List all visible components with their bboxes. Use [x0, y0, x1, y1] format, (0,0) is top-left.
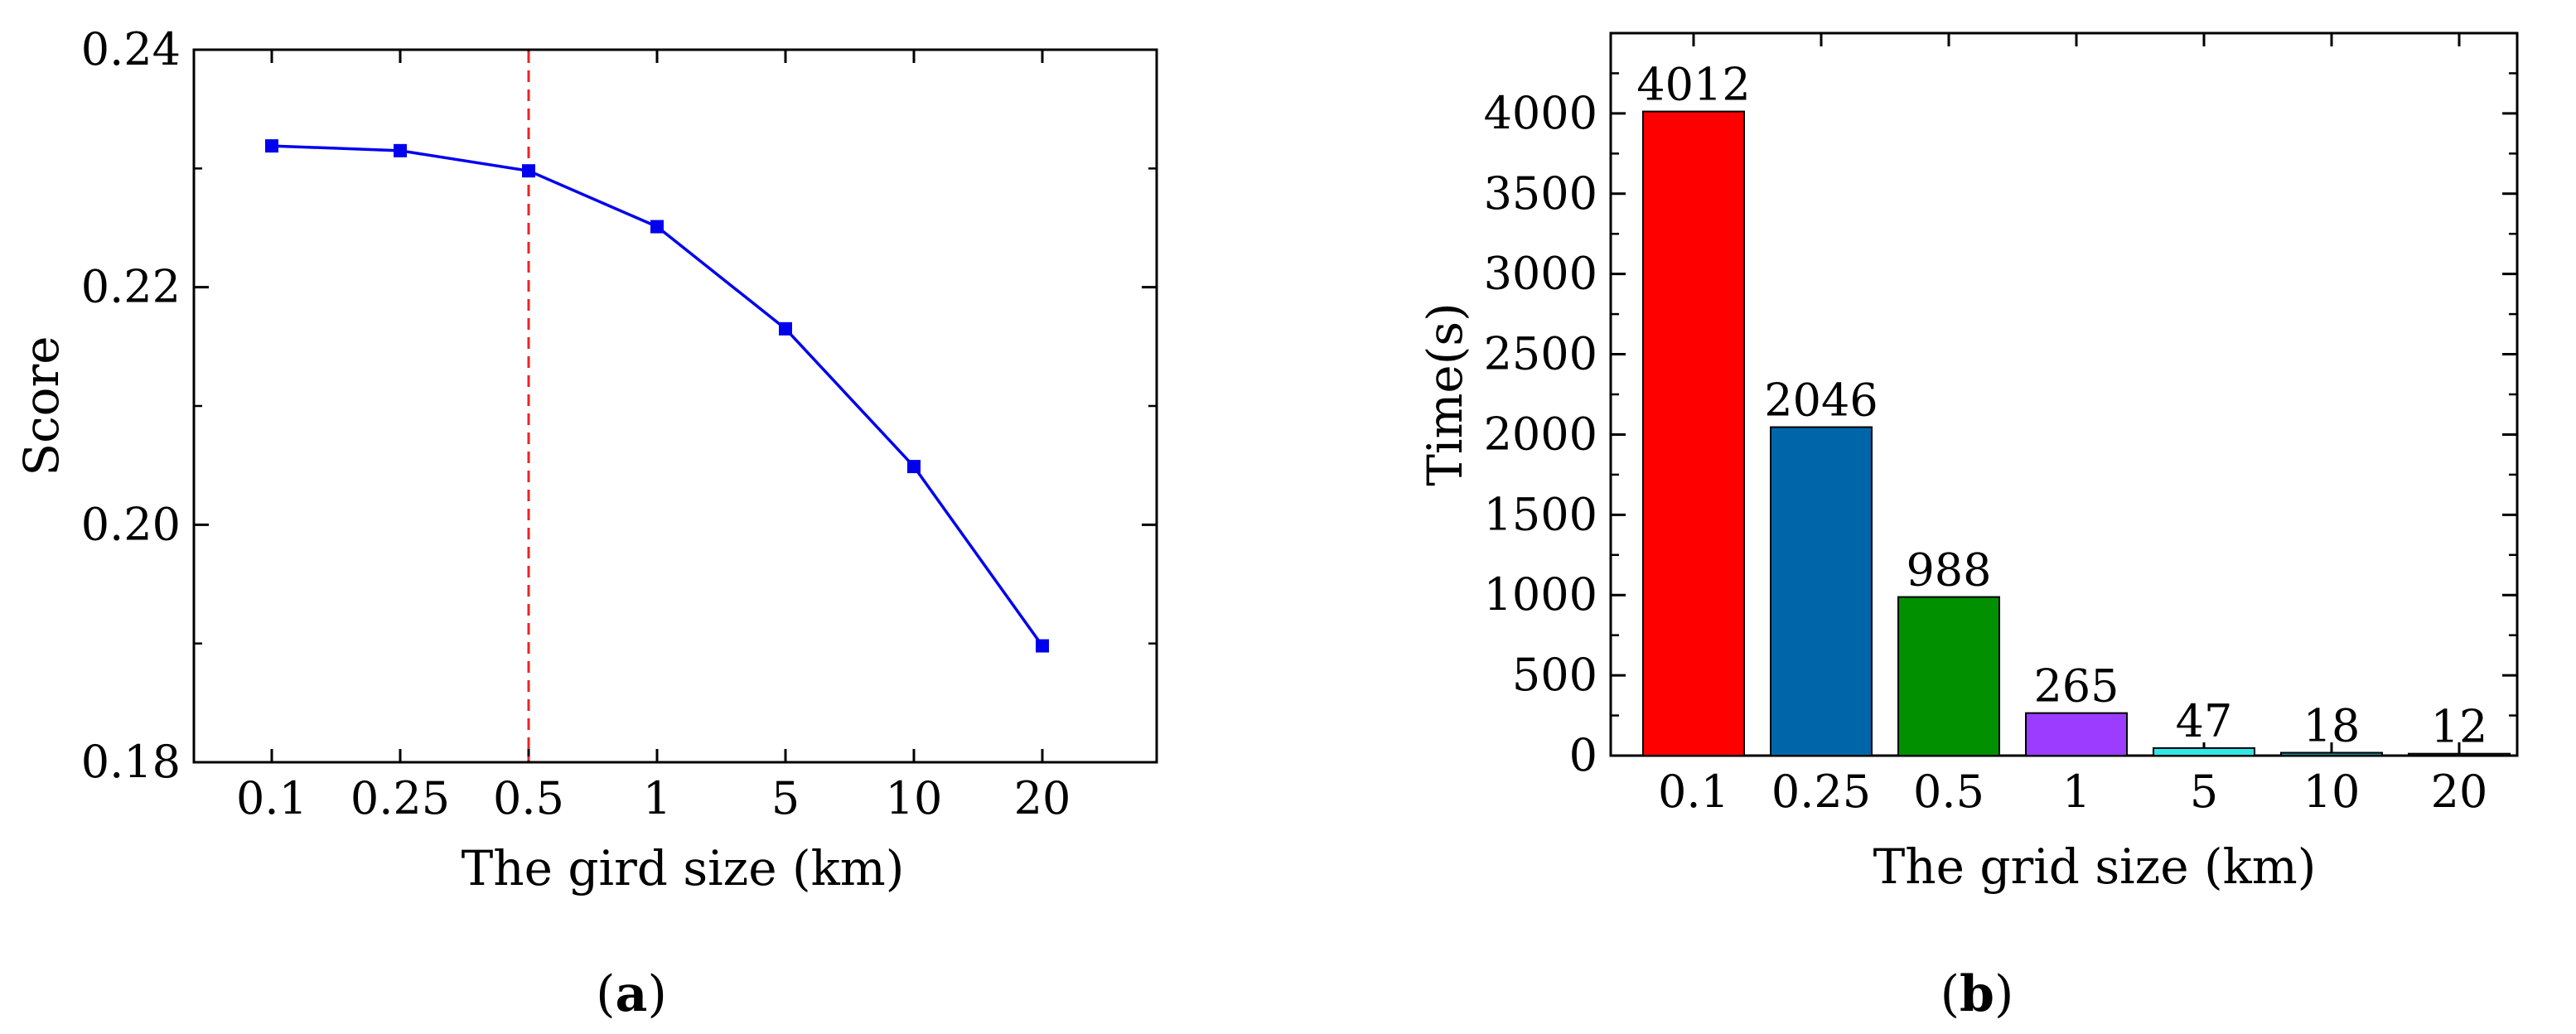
panel-a-data-point: [779, 321, 792, 336]
panel-b-bar-value-label: 4012: [1636, 59, 1750, 111]
panel-b-x-tick-label: 20: [2431, 766, 2488, 818]
panel-a-x-tick-label: 20: [1014, 772, 1071, 824]
panel-a-x-tick-label: 0.5: [493, 772, 564, 824]
panel-a-y-tick-label: 0.22: [81, 261, 181, 313]
panel-a-x-tick-label: 1: [643, 772, 671, 824]
panel-b-y-tick-label: 1000: [1484, 568, 1597, 621]
panel-a-data-point: [522, 164, 535, 178]
panel-b-y-tick-label: 2000: [1484, 408, 1597, 460]
panel-a-x-axis-title: The gird size (km): [462, 840, 905, 896]
panel-a-data-point: [394, 143, 407, 157]
panel-a-data-point: [907, 460, 921, 474]
panel-b-bar: [2408, 752, 2511, 757]
panel-b-x-tick-label: 0.5: [1913, 766, 1984, 818]
panel-a-data-point: [650, 220, 664, 234]
panel-b-bar-value-label: 12: [2431, 701, 2488, 753]
panel-a-caption: (a): [596, 965, 667, 1023]
panel-b-bar: [2153, 747, 2255, 757]
panel-b-bar-value-label: 265: [2033, 660, 2119, 713]
panel-a-score-chart: 0.18 0.20 0.22 0.24 0.1 0.25 0.5 1 5 10 20 The gir…: [13, 23, 1158, 1023]
panel-a-y-tick-label: 0.18: [81, 736, 181, 788]
panel-a-y-tick-label: 0.20: [81, 498, 181, 550]
panel-b-bar: [1770, 426, 1873, 756]
panel-b-y-tick-label: 1500: [1484, 488, 1597, 540]
panel-b-x-axis-title: The grid size (km): [1873, 838, 2317, 895]
panel-b-y-tick-label: 0: [1569, 729, 1597, 781]
panel-b-caption: (b): [1940, 965, 2014, 1023]
panel-b-y-tick-label: 3500: [1484, 167, 1597, 220]
panel-b-x-tick-label: 1: [2062, 766, 2090, 818]
panel-b-x-tick-label: 5: [2190, 766, 2218, 818]
panel-a-x-tick-label: 10: [886, 772, 943, 824]
panel-a-y-tick-label: 0.24: [81, 23, 181, 75]
panel-b-plot-frame: [1609, 31, 2519, 757]
panel-b-bar-value-label: 47: [2176, 695, 2233, 747]
panel-b-y-tick-label: 500: [1512, 649, 1597, 701]
panel-b-y-axis-title: Time(s): [1417, 302, 1473, 486]
panel-a-x-tick-label: 0.25: [350, 772, 450, 824]
panel-b-time-chart: 0 500 1000 1500 2000 2500 3000 3500 4000 0.1 0.25 0…: [1417, 31, 2519, 1023]
panel-b-y-tick-label: 3000: [1484, 248, 1597, 300]
panel-a-x-tick-label: 0.1: [236, 772, 307, 824]
panel-b-bar: [1642, 110, 1745, 757]
panel-b-bar-value-label: 988: [1906, 544, 1991, 597]
panel-a-plot-frame: [192, 48, 1158, 764]
panel-b-y-tick-label: 2500: [1484, 328, 1597, 380]
panel-b-bar-value-label: 18: [2303, 700, 2361, 752]
panel-b-x-tick-label: 10: [2303, 766, 2361, 818]
panel-a-y-axis-title: Score: [13, 336, 70, 476]
panel-b-x-tick-label: 0.1: [1658, 766, 1729, 818]
panel-b-bar-value-label: 2046: [1764, 374, 1878, 427]
panel-a-data-point: [1036, 639, 1049, 653]
panel-b-bar: [1897, 596, 2000, 756]
panel-b-bar: [2280, 751, 2383, 757]
panel-a-x-tick-label: 5: [771, 772, 800, 824]
panel-b-bar: [2025, 712, 2128, 756]
panel-a-data-point: [265, 139, 278, 153]
panel-b-y-tick-label: 4000: [1484, 87, 1597, 139]
panel-b-x-tick-label: 0.25: [1771, 766, 1871, 818]
